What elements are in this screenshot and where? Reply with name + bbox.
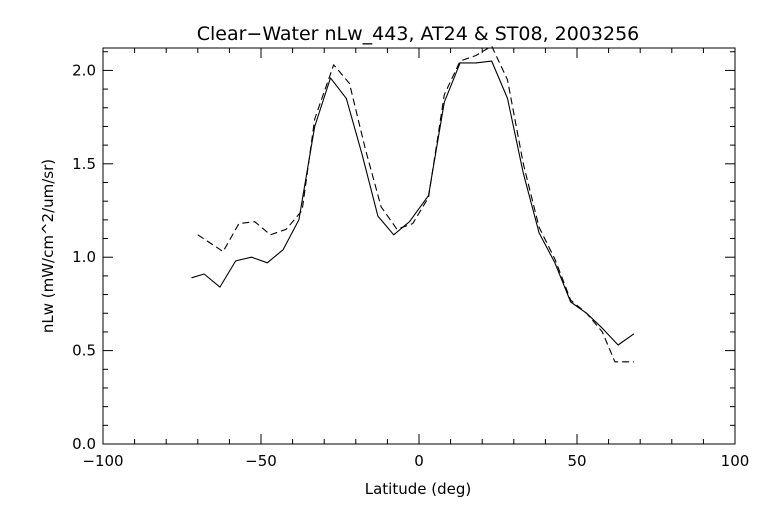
series-line-solid	[191, 60, 635, 346]
x-tick-label: 0	[414, 452, 424, 470]
x-tick-label: −50	[245, 452, 277, 470]
x-tick-label: 100	[721, 452, 750, 470]
tick-labels: −100 −50 0 50 100 0.0 0.5 1.0 1.5 2.0	[72, 61, 749, 470]
x-axis-label: Latitude (deg)	[365, 480, 471, 498]
y-axis-label: nLw (mW/cm^2/um/sr)	[39, 159, 57, 333]
plot-frame	[102, 47, 736, 445]
series-layer	[191, 45, 635, 363]
y-tick-label: 2.0	[72, 61, 96, 79]
y-tick-label: 1.5	[72, 155, 96, 173]
y-tick-label: 0.5	[72, 342, 96, 360]
x-tick-label: −100	[82, 452, 123, 470]
x-tick-label: 50	[567, 452, 586, 470]
chart-title: Clear−Water nLw_443, AT24 & ST08, 200325…	[197, 23, 640, 45]
y-tick-label: 0.0	[72, 435, 96, 453]
series-line-dashed	[197, 45, 634, 363]
y-tick-label: 1.0	[72, 248, 96, 266]
axis-ticks	[102, 48, 736, 445]
